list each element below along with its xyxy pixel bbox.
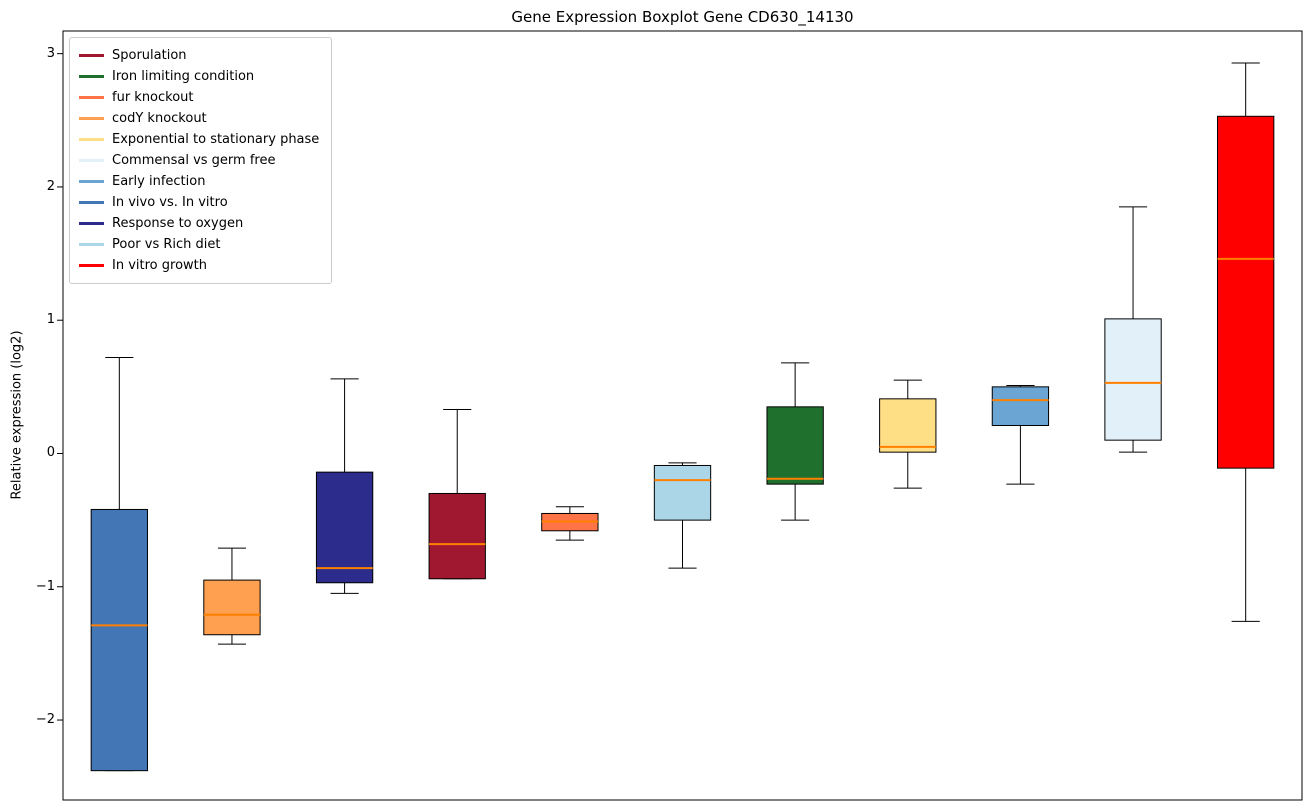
- legend-color-swatch: [79, 96, 104, 99]
- legend-item-fur-knockout: fur knockout: [79, 87, 319, 108]
- legend-color-swatch: [79, 159, 104, 162]
- box-in-vivo-vs-in-vitro: [90, 508, 148, 772]
- legend-item-response-to-oxygen: Response to oxygen: [79, 213, 319, 234]
- plot-frame: [62, 30, 1303, 801]
- legend-color-swatch: [79, 222, 104, 225]
- box-sporulation: [428, 492, 486, 580]
- legend-label: Early infection: [112, 174, 206, 189]
- legend-item-sporulation: Sporulation: [79, 45, 319, 66]
- legend-label: Iron limiting condition: [112, 69, 255, 84]
- legend-color-swatch: [79, 180, 104, 183]
- box-iron-limiting-condition: [766, 406, 824, 485]
- y-tick-label: 0: [46, 445, 55, 461]
- y-tick-label: −1: [35, 578, 55, 594]
- legend-label: Exponential to stationary phase: [112, 132, 320, 147]
- legend-item-early-infection: Early infection: [79, 171, 319, 192]
- legend-label: codY knockout: [112, 111, 207, 126]
- legend-color-swatch: [79, 264, 104, 267]
- legend-color-swatch: [79, 54, 104, 57]
- y-tick-label: 1: [46, 312, 55, 328]
- legend-label: Response to oxygen: [112, 216, 244, 231]
- legend-item-iron-limiting-condition: Iron limiting condition: [79, 66, 319, 87]
- legend-item-poor-vs-rich-diet: Poor vs Rich diet: [79, 234, 319, 255]
- box-early-infection: [991, 386, 1050, 426]
- legend-label: Poor vs Rich diet: [112, 237, 221, 252]
- legend-label: In vitro growth: [112, 258, 207, 273]
- y-tick-label: −2: [35, 712, 55, 728]
- legend-item-in-vivo-vs-in-vitro: In vivo vs. In vitro: [79, 192, 319, 213]
- legend: Sporulation Iron limiting condition fur kn…: [69, 37, 333, 284]
- legend-item-exponential-to-stationary-phase: Exponential to stationary phase: [79, 129, 319, 150]
- legend-item-cody-knockout: codY knockout: [79, 108, 319, 129]
- legend-label: Commensal vs germ free: [112, 153, 276, 168]
- legend-item-in-vitro-growth: In vitro growth: [79, 255, 319, 276]
- legend-label: Sporulation: [112, 48, 187, 63]
- legend-color-swatch: [79, 201, 104, 204]
- legend-color-swatch: [79, 243, 104, 246]
- chart-title: Gene Expression Boxplot Gene CD630_14130: [511, 8, 854, 26]
- box-in-vitro-growth: [1217, 115, 1275, 469]
- legend-label: fur knockout: [112, 90, 194, 105]
- legend-label: In vivo vs. In vitro: [112, 195, 228, 210]
- box-response-to-oxygen: [315, 471, 374, 584]
- legend-color-swatch: [79, 117, 104, 120]
- box-cody-knockout: [203, 579, 261, 636]
- legend-item-commensal-vs-germ-free: Commensal vs germ free: [79, 150, 319, 171]
- box-commensal-vs-germ-free: [1104, 318, 1162, 441]
- box-poor-vs-rich-diet: [653, 464, 712, 521]
- y-tick-label: 3: [46, 45, 55, 61]
- y-tick-label: 2: [46, 178, 55, 194]
- box-exponential-to-stationary-phase: [879, 398, 937, 453]
- legend-color-swatch: [79, 138, 104, 141]
- legend-color-swatch: [79, 75, 104, 78]
